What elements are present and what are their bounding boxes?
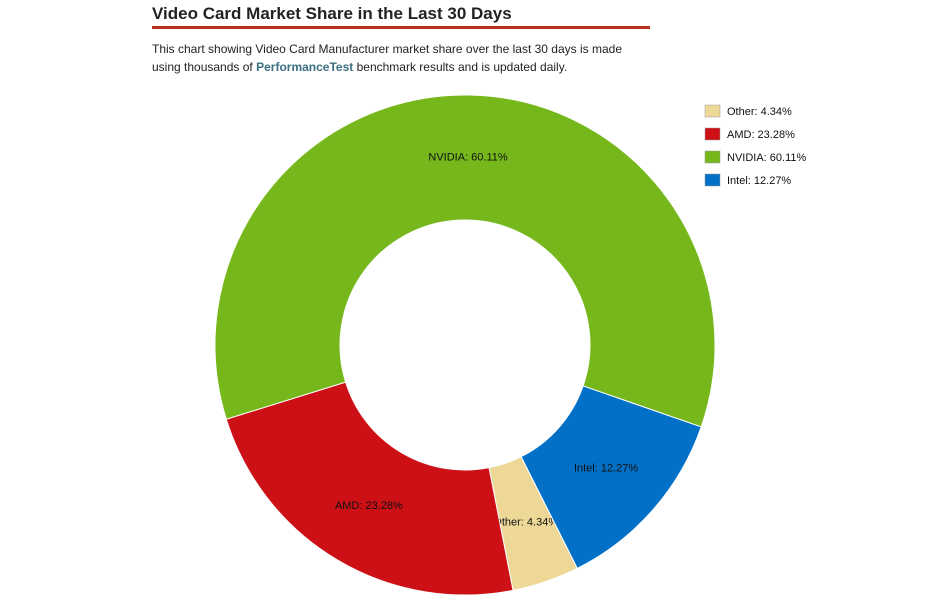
legend-swatch	[704, 127, 721, 141]
legend-label: NVIDIA: 60.11%	[727, 152, 806, 164]
slice-label: NVIDIA: 60.11%	[428, 151, 507, 163]
legend-label: AMD: 23.28%	[727, 129, 795, 141]
slice	[214, 94, 716, 428]
legend-label: Intel: 12.27%	[727, 175, 791, 187]
legend-swatch	[704, 173, 721, 187]
legend-label: Other: 4.34%	[727, 106, 792, 118]
description-text: This chart showing Video Card Manufactur…	[152, 42, 623, 74]
slice	[520, 385, 702, 570]
slice-label: Other: 4.34%	[493, 516, 558, 528]
description: This chart showing Video Card Manufactur…	[152, 40, 642, 76]
description-text: benchmark results and is updated daily.	[356, 60, 568, 74]
page-title: Video Card Market Share in the Last 30 D…	[152, 4, 512, 23]
legend-swatch	[704, 150, 721, 164]
link[interactable]: PerformanceTest	[256, 60, 354, 74]
slice-label: AMD: 23.28%	[335, 500, 403, 512]
title-rule	[152, 26, 650, 29]
legend-swatch	[704, 104, 721, 118]
slice-label: Intel: 12.27%	[574, 462, 638, 474]
slice	[225, 381, 514, 596]
